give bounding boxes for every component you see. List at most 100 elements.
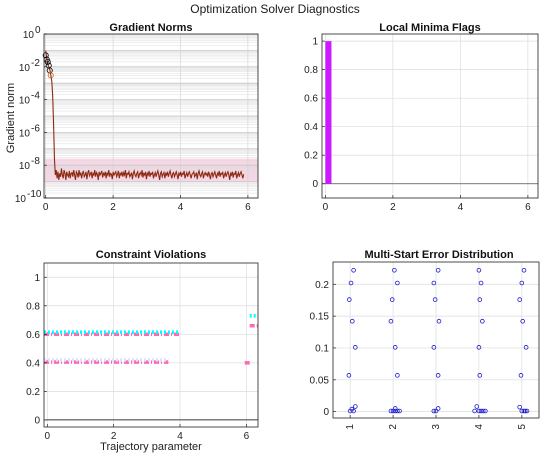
gradient-norm-line [45, 50, 245, 181]
multistart-point [348, 280, 354, 286]
minima-xtick-label: 4 [458, 202, 464, 213]
constraint-ytick-label: 1 [34, 273, 40, 284]
gradient-xtick-label: 4 [178, 202, 184, 213]
constraint-ytick-label: 0.6 [26, 330, 40, 341]
gradient-ytick-label: 10 [15, 194, 27, 205]
multistart-point [477, 373, 483, 378]
constraint-xtick-label: 6 [244, 431, 250, 442]
multistart-point [397, 408, 402, 414]
gradient-ytick-exponent: 0 [35, 25, 41, 36]
minima-ytick-label: 0 [312, 179, 318, 190]
constraint-xlabel: Trajectory parameter [100, 441, 202, 453]
multistart-point [521, 267, 527, 273]
constraint-ytick-label: 0.4 [26, 358, 40, 369]
gradient-axes-box [43, 33, 259, 199]
minima-xtick-label: 6 [525, 202, 531, 213]
multistart-point [431, 408, 437, 414]
multistart-point [480, 318, 485, 324]
multistart-point [392, 345, 398, 350]
constraint-title: Constraint Violations [96, 249, 206, 261]
multistart-xtick-label: 3 [431, 424, 442, 430]
gradient-ytick-label: 10 [19, 63, 31, 74]
gradient-ylabel: Gradient norm [5, 83, 17, 153]
gradient-ytick-label: 10 [23, 30, 35, 41]
minima-ytick-label: 0.4 [304, 122, 318, 133]
multistart-point [517, 404, 522, 410]
multistart-point [476, 408, 482, 414]
multistart-point [435, 373, 441, 378]
multistart-point [478, 280, 484, 286]
constraint-xtick-label: 0 [45, 431, 51, 442]
multistart-point [392, 408, 398, 414]
multistart-point [522, 408, 528, 414]
multistart-title: Multi-Start Error Distribution [364, 249, 513, 261]
minima-ytick-label: 0.8 [304, 65, 318, 76]
multistart-point [353, 404, 358, 409]
multistart-point [435, 406, 441, 411]
multistart-point [353, 345, 358, 350]
multistart-point [395, 280, 400, 286]
multistart-xtick-label: 4 [474, 424, 485, 430]
gradient-ytick-exponent: -4 [31, 91, 40, 102]
gradient-ytick-label: 10 [19, 96, 31, 107]
multistart-xtick-label: 1 [345, 424, 356, 430]
multistart-point [524, 408, 530, 414]
gradient-ytick-exponent: -6 [31, 123, 40, 134]
gradient-xtick-label: 2 [110, 202, 116, 213]
minima-axes-box [321, 33, 539, 199]
gradient-ytick-label: 10 [19, 128, 31, 139]
minima-ytick-label: 0.6 [304, 94, 318, 105]
multistart-point [351, 267, 356, 273]
constraint-ytick-label: 0 [34, 415, 40, 426]
multistart-ytick-label: 0.05 [310, 375, 330, 386]
multistart-point [519, 280, 525, 286]
constraint-xtick-label: 4 [177, 431, 183, 442]
multistart-point [392, 406, 398, 411]
multistart-point [520, 318, 525, 324]
multistart-xtick-label: 2 [388, 424, 399, 430]
multistart-point [431, 280, 437, 286]
multistart-point [436, 318, 442, 324]
gradient-xtick-label: 6 [245, 202, 251, 213]
multistart-point [523, 345, 529, 350]
minima-ytick-label: 1 [312, 37, 318, 48]
multistart-point [518, 373, 524, 378]
multistart-point [388, 408, 394, 414]
gradient-xtick-label: 0 [43, 202, 49, 213]
minima-xtick-label: 0 [323, 202, 329, 213]
multistart-point [351, 408, 356, 414]
multistart-point [476, 267, 482, 273]
gradient-marker [47, 72, 54, 79]
constraint-ytick-label: 0.2 [26, 387, 40, 398]
multistart-point [431, 345, 437, 350]
constraint-xtick-label: 2 [111, 431, 117, 442]
multistart-point [480, 408, 486, 414]
gradient-title: Gradient Norms [109, 22, 192, 34]
multistart-point [346, 373, 352, 378]
gradient-ytick-label: 10 [19, 161, 31, 172]
multistart-point [517, 297, 522, 302]
multistart-point [350, 318, 355, 324]
multistart-point [476, 345, 482, 350]
constraint-axes-box [43, 262, 259, 428]
multistart-point [477, 297, 483, 302]
multistart-point [432, 297, 438, 302]
constraint-ytick-label: 0.8 [26, 301, 40, 312]
suptitle: Optimization Solver Diagnostics [190, 2, 359, 16]
minima-ytick-label: 0.2 [304, 151, 318, 162]
multistart-point [389, 297, 395, 302]
multistart-point [347, 297, 352, 302]
multistart-point [478, 408, 484, 414]
multistart-ytick-label: 0.2 [315, 280, 329, 291]
minima-bar [325, 41, 332, 184]
minima-plot-area [322, 34, 538, 198]
multistart-panel: Multi-Start Error Distribution 1 2 3 4 5 0 0.0… [310, 249, 540, 430]
multistart-ytick-label: 0.15 [310, 312, 330, 323]
multistart-point [483, 408, 488, 414]
constraint-violations-panel: Constraint Violations Trajectory paramet… [26, 249, 259, 453]
gradient-ytick-exponent: -8 [31, 156, 40, 167]
multistart-point [474, 404, 480, 409]
multistart-ytick-label: 0 [323, 407, 329, 418]
